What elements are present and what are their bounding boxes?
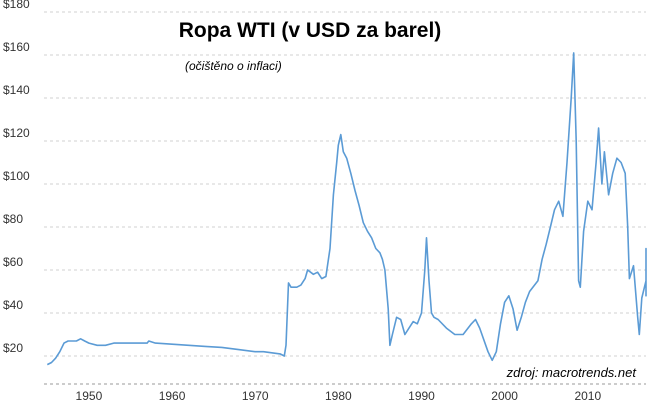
y-tick-label: $120 [3,126,30,140]
x-tick-label: 1990 [408,389,435,403]
chart-title: Ropa WTI (v USD za barel) [179,19,442,42]
x-tick-label: 1970 [242,389,269,403]
source-label: zdroj: macrotrends.net [506,365,638,380]
x-tick-label: 1960 [159,389,186,403]
x-tick-label: 1980 [325,389,352,403]
y-tick-label: $140 [3,83,30,97]
x-tick-label: 2000 [491,389,518,403]
y-tick-label: $180 [3,0,30,11]
y-tick-label: $40 [3,298,23,312]
y-tick-label: $60 [3,255,23,269]
series-layer [46,52,647,366]
y-axis-ticks: $20 $40 $60 $80 $100 $120 $140 $160 $180 [3,0,30,355]
chart-subtitle: (očištěno o inflaci) [185,59,282,73]
x-tick-label: 1950 [76,389,103,403]
x-tick-label: 2010 [574,389,601,403]
x-axis-ticks: 1950 1960 1970 1980 1990 2000 2010 [76,389,602,403]
y-tick-label: $20 [3,341,23,355]
gridlines [44,11,646,357]
series-line [46,52,647,366]
y-tick-label: $160 [3,40,30,54]
y-tick-label: $80 [3,212,23,226]
y-tick-label: $100 [3,169,30,183]
